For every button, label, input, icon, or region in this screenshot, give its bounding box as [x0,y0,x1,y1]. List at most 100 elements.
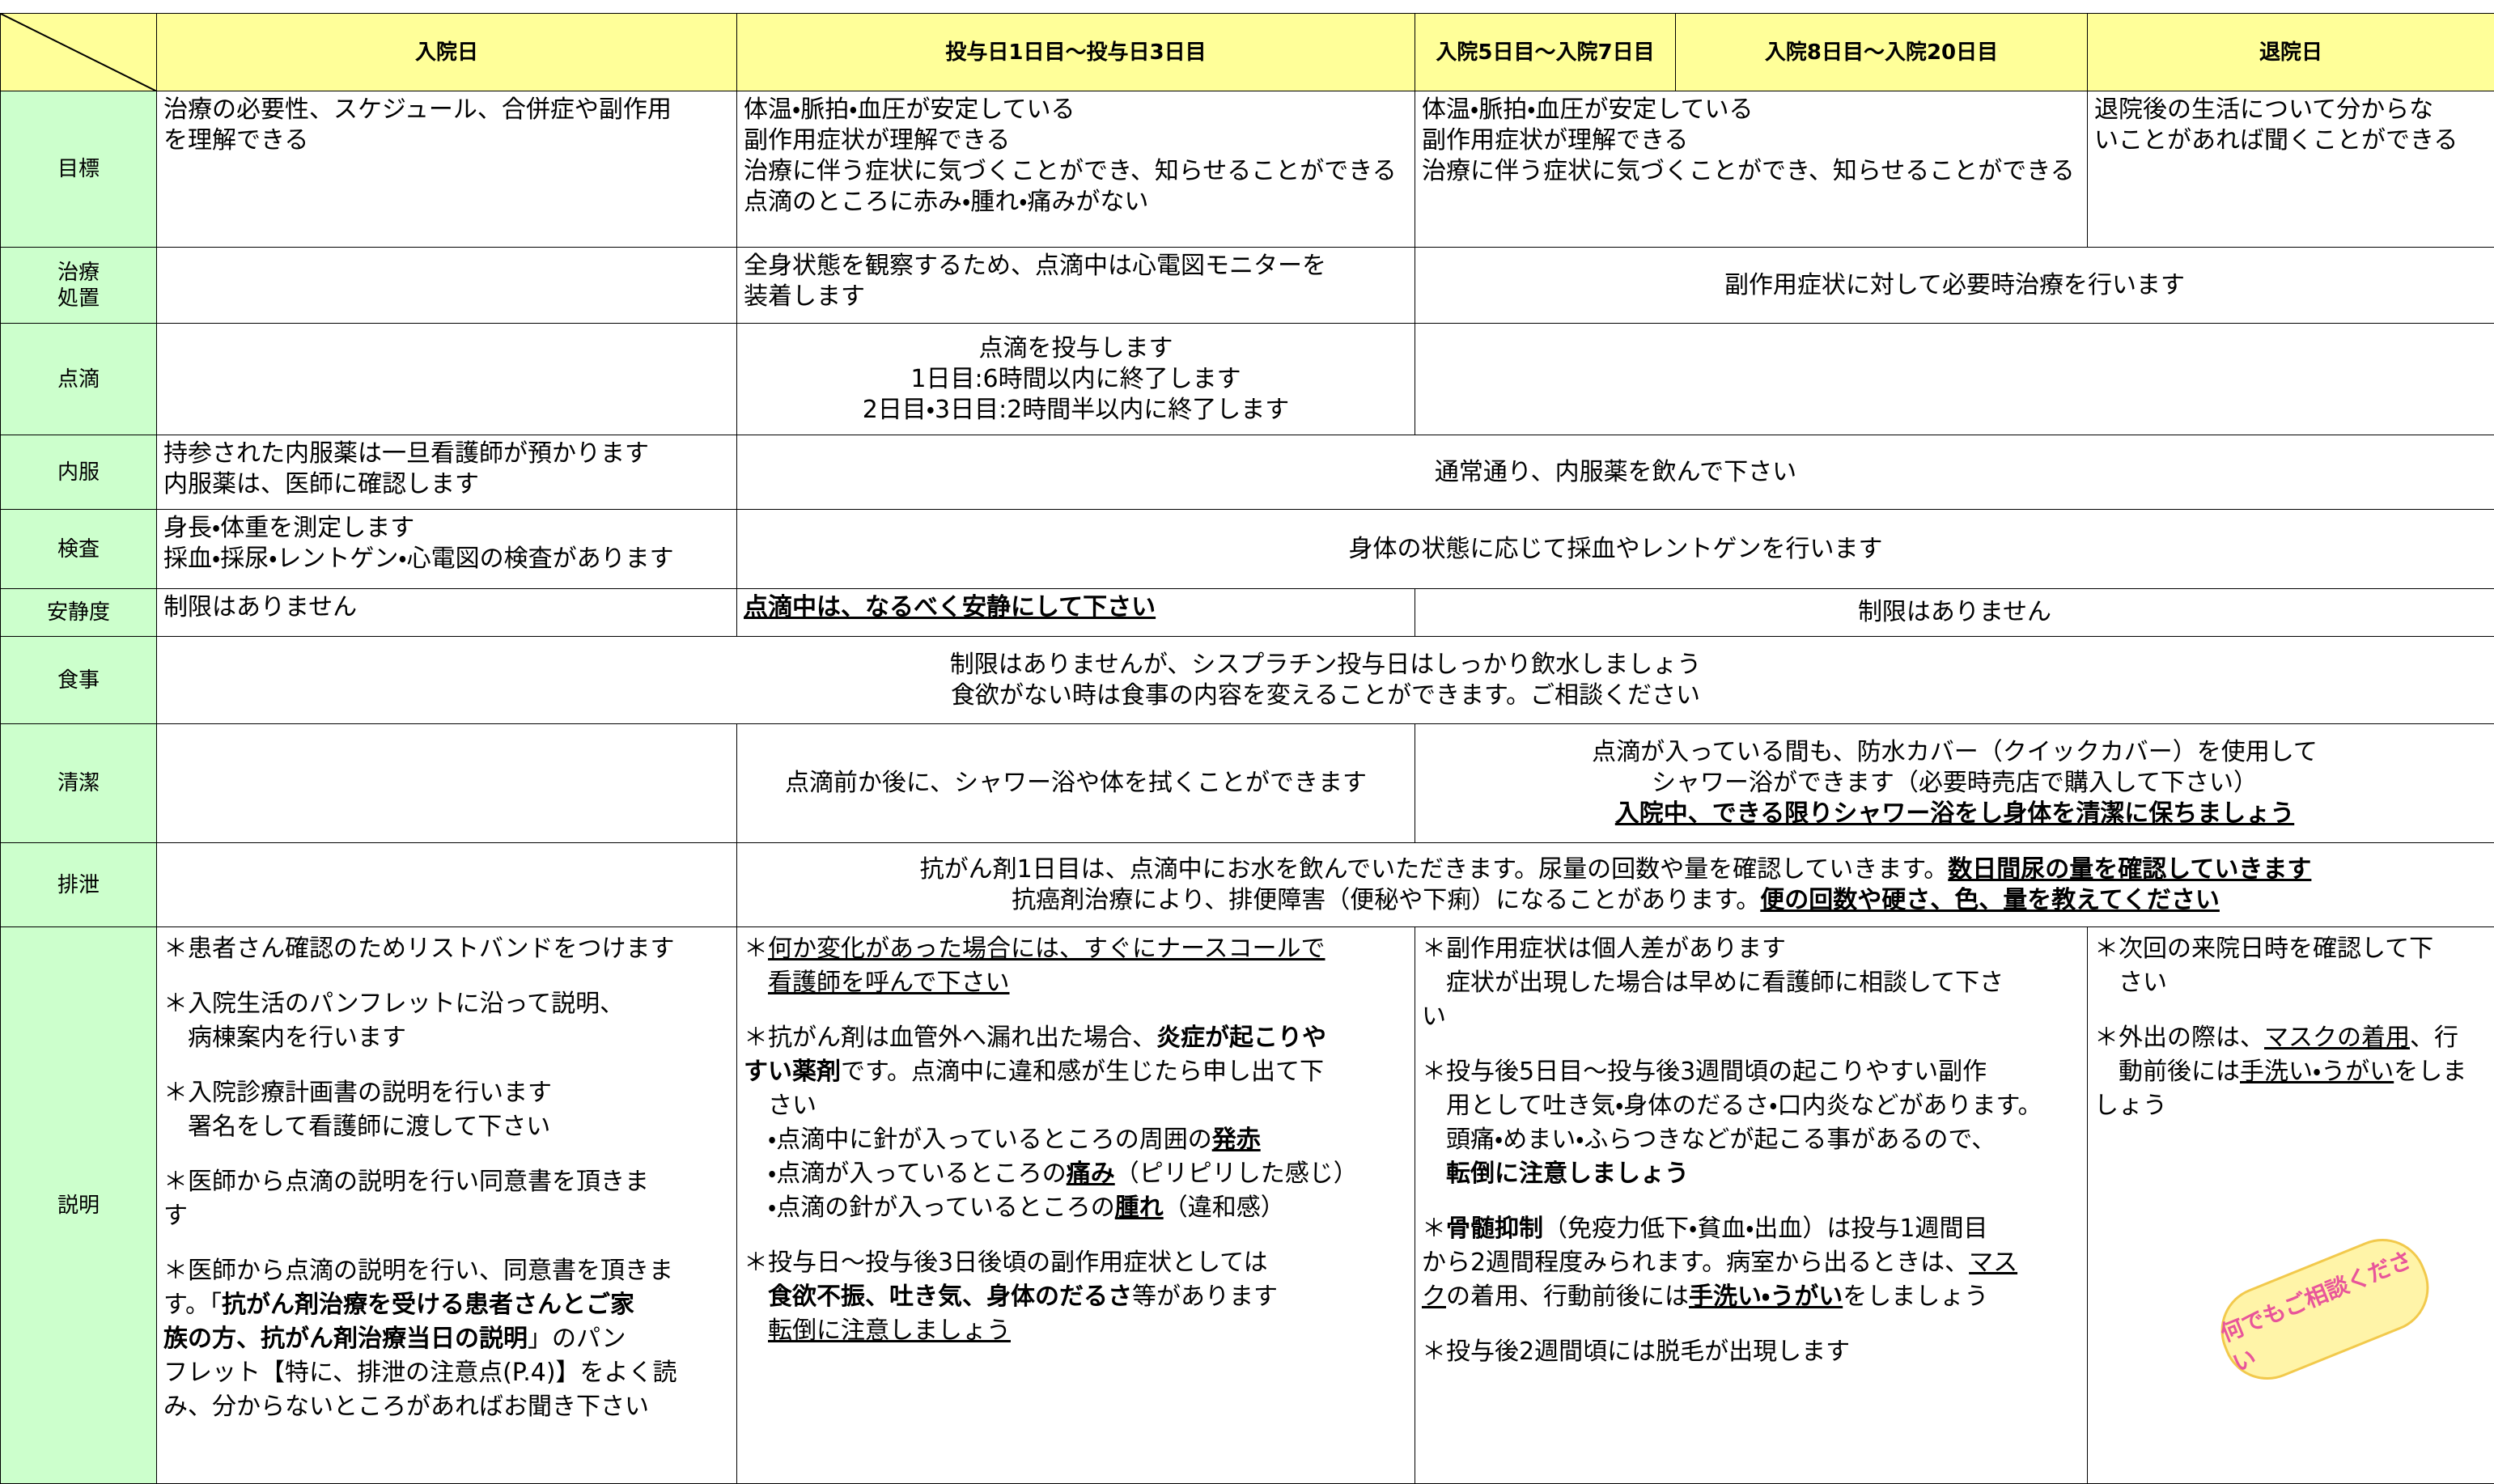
table-cell: 制限はありません [156,588,737,637]
text-line: 動前後には手洗い・うがいをしま [2094,1055,2488,1089]
text-line: ・点滴の針が入っているところの腫れ（違和感） [744,1191,1408,1225]
column-header: 投与日1日目～投与日3日目 [736,13,1415,91]
text-line: すい薬剤です。点滴中に違和感が生じたら申し出て下 [744,1055,1408,1089]
text-segment: をしましょう [1843,1283,1989,1311]
row-label: 安静度 [0,588,157,637]
text-segment: 痛み [1066,1160,1115,1188]
table-cell: 制限はありません [1415,588,2494,637]
column-header: 入院5日目～入院7日目 [1415,13,1676,91]
text-line: 看護師を呼んで下さい [768,969,1010,997]
text-segment: 何か変化があった場合には、すぐにナースコールで [768,935,1325,963]
text-line: ＊骨髄抑制（免疫力低下・貧血・出血）は投与1週間目 [1422,1212,2080,1246]
table-cell [156,842,737,927]
text-line: ＊投与後5日目～投与後3週間頃の起こりやすい副作 [1422,1058,1987,1086]
text-segment: 族の方、抗がん剤治療当日の説明 [163,1325,528,1353]
text-line: 2日目・3日目:2時間半以内に終了します [862,395,1290,424]
text-line: 抗癌剤治療により、排便障害（便秘や下痢）になることがあります。便の回数や硬さ、色… [1012,885,2220,916]
table-cell: 点滴中は、なるべく安静にして下さい [736,588,1415,637]
text-segment: の着用、行動前後には [1446,1283,1689,1311]
text-line: 食欲不振、吐き気、身体のだるさ等があります [744,1280,1408,1314]
text-segment: すい薬剤 [744,1058,841,1086]
text-line: 体温・脈拍・血圧が安定している [1422,95,1754,124]
text-line: 病棟案内を行います [188,1024,406,1052]
text-line: ＊投与日～投与後3日後頃の副作用症状としては [744,1249,1268,1277]
text-line: 副作用症状が理解できる [744,126,1011,155]
text-line: 治療に伴う症状に気づくことができ、知らせることができる [1422,157,2075,185]
table-cell: 点滴を投与します 1日目:6時間以内に終了します 2日目・3日目:2時間半以内に終了… [736,323,1415,435]
text-line: ＊医師から点滴の説明を行い、同意書を頂きま [163,1257,673,1285]
text-segment: （違和感） [1163,1194,1285,1222]
text-line: しょう [2094,1092,2167,1120]
table-cell: 体温・脈拍・血圧が安定している 副作用症状が理解できる 治療に伴う症状に気づくことが… [736,91,1415,248]
text-line: ＊何か変化があった場合には、すぐにナースコールで [744,932,1408,966]
text-segment: ・点滴が入っているところの [768,1160,1067,1188]
table-cell: 通常通り、内服薬を飲んで下さい [736,435,2494,510]
row-label: 目標 [0,91,157,248]
text-segment: 」のパン [528,1325,626,1353]
text-line: 通常通り、内服薬を飲んで下さい [1434,457,1797,486]
text-line: 体温・脈拍・血圧が安定している [744,95,1075,124]
text-line: ・点滴中に針が入っているところの周囲の発赤 [744,1123,1408,1157]
text-segment: をしま [2394,1058,2467,1086]
table-cell: 全身状態を観察するため、点滴中は心電図モニターを 装着します [736,247,1415,324]
row-label: 清潔 [0,723,157,843]
table-cell: 制限はありませんが、シスプラチン投与日はしっかり飲水しましょう 食欲がない時は食事… [156,636,2494,724]
text-line: 1日目:6時間以内に終了します [910,364,1241,393]
text-segment: 抗癌剤治療により、排便障害（便秘や下痢）になることがあります。 [1012,885,1761,914]
text-line: 頭痛・めまい・ふらつきなどが起こる事があるので、 [1446,1126,1996,1154]
text-segment: す。「 [163,1291,222,1319]
text-line: ＊入院診療計画書の説明を行います [163,1079,552,1107]
text-line: 族の方、抗がん剤治療当日の説明」のパン [163,1322,730,1356]
table-cell: 身体の状態に応じて採血やレントゲンを行います [736,509,2494,589]
text-line: 入院中、できる限りシャワー浴をし身体を清潔に保ちましょう [1614,799,2295,828]
text-line: ＊投与後2週間頃には脱毛が出現します [1422,1338,1851,1366]
table-cell: 身長・体重を測定します 採血・採尿・レントゲン・心電図の検査があります [156,509,737,589]
text-line: 副作用症状が理解できる [1422,126,1689,155]
text-segment: ＊外出の際は、 [2094,1024,2264,1052]
text-line: み、分からないところがあればお聞き下さい [163,1393,649,1421]
row-label: 排泄 [0,842,157,927]
text-segment: ・点滴中に針が入っているところの周囲の [768,1126,1212,1154]
table-cell: ＊患者さん確認のためリストバンドをつけます ＊入院生活のパンフレットに沿って説明、… [156,926,737,1484]
text-segment: から2週間程度みられます。病室から出るときは、 [1422,1249,1970,1277]
text-line: 採血・採尿・レントゲン・心電図の検査があります [163,545,674,573]
text-segment: 抗がん剤治療を受ける患者さんとご家 [222,1291,634,1319]
text-segment: 骨髄抑制 [1446,1215,1543,1243]
text-line: 用として吐き気・身体のだるさ・口内炎などがあります。 [1446,1092,2042,1120]
text-segment: （ピリピリした感じ） [1114,1160,1358,1188]
text-line: クの着用、行動前後には手洗い・うがいをしましょう [1422,1280,2080,1314]
text-line: ＊患者さん確認のためリストバンドをつけます [163,935,675,963]
row-label: 治療 処置 [0,247,157,324]
row-label: 食事 [0,636,157,724]
row-label: 点滴 [0,323,157,435]
text-line: 点滴が入っている間も、防水カバー（クイックカバー）を使用して [1592,738,2318,766]
row-label-line: 処置 [57,286,100,311]
text-line: 装着します [744,282,865,311]
text-segment: ＊抗がん剤は血管外へ漏れ出た場合、 [744,1024,1156,1052]
text-line: 点滴中は、なるべく安静にして下さい [744,593,1156,621]
table-cell [156,323,737,435]
text-line: さい [2119,969,2167,997]
text-segment: 炎症が起こりや [1156,1024,1326,1052]
text-segment: マス [1969,1249,2018,1277]
text-line: 制限はありません [1857,598,2052,626]
table-cell: 治療の必要性、スケジュール、合併症や副作用 を理解できる [156,91,737,248]
text-line: 点滴のところに赤み・腫れ・痛みがない [744,188,1149,216]
row-label: 内服 [0,435,157,510]
table-cell: 体温・脈拍・血圧が安定している 副作用症状が理解できる 治療に伴う症状に気づくことが… [1415,91,2088,248]
table-cell: 持参された内服薬は一旦看護師が預かります 内服薬は、医師に確認します [156,435,737,510]
row-label-line: 治療 [57,260,100,285]
text-line: 全身状態を観察するため、点滴中は心電図モニターを [744,252,1326,280]
table-cell [156,247,737,324]
row-label: 検査 [0,509,157,589]
table-cell [1415,323,2494,435]
text-line: 副作用症状に対して必要時治療を行います [1724,270,2186,299]
table-cell: ＊次回の来院日時を確認して下 さい ＊外出の際は、マスクの着用、行 動前後には手洗い・… [2087,926,2494,1484]
table-cell: 副作用症状に対して必要時治療を行います [1415,247,2494,324]
column-header: 入院日 [156,13,737,91]
text-line: シャワー浴ができます（必要時売店で購入して下さい） [1651,769,2259,797]
text-line: ＊医師から点滴の説明を行い同意書を頂きま [163,1168,649,1196]
text-line: 退院後の生活について分からな [2094,95,2434,124]
